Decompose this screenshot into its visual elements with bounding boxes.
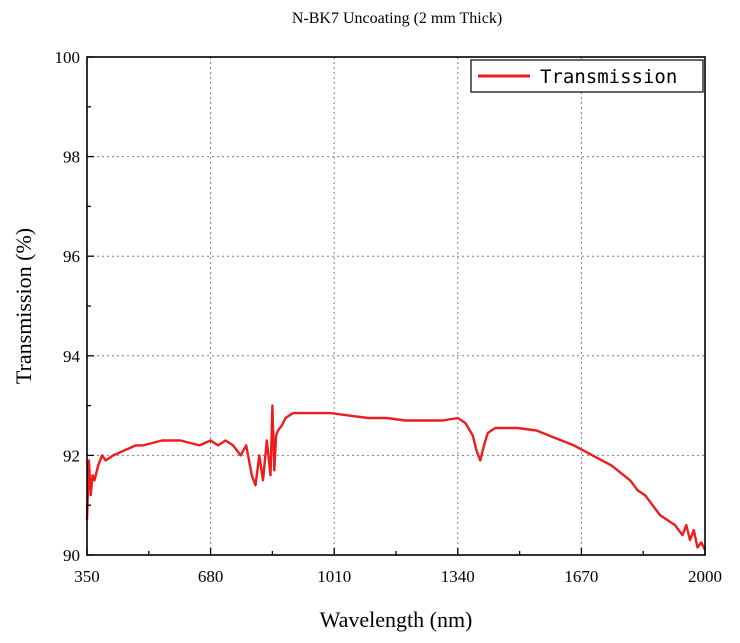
chart-title: N-BK7 Uncoating (2 mm Thick) <box>292 10 502 27</box>
series-line-transmission <box>85 404 707 551</box>
x-tick-label: 1010 <box>317 567 351 586</box>
y-tick-label: 90 <box>63 546 80 565</box>
y-tick-label: 96 <box>63 247 80 266</box>
y-tick-label: 92 <box>63 446 80 465</box>
x-tick-label: 1670 <box>564 567 598 586</box>
x-tick-label: 350 <box>74 567 100 586</box>
x-tick-label: 2000 <box>688 567 722 586</box>
y-tick-label: 100 <box>55 48 81 67</box>
legend-label: Transmission <box>540 66 677 88</box>
y-tick-label: 94 <box>63 347 81 366</box>
y-tick-label: 98 <box>63 148 80 167</box>
plot-series <box>85 404 707 551</box>
x-tick-label: 680 <box>198 567 224 586</box>
plot-frame <box>86 56 706 556</box>
legend: Transmission <box>470 59 704 93</box>
y-axis-label: Transmission (%) <box>11 228 36 384</box>
x-axis-label: Wavelength (nm) <box>320 607 473 632</box>
axis-ticks: 350 680 1010 1340 1670 2000 90 92 94 96 98 100 <box>55 48 723 586</box>
grid-lines <box>87 57 705 555</box>
x-tick-label: 1340 <box>441 567 475 586</box>
